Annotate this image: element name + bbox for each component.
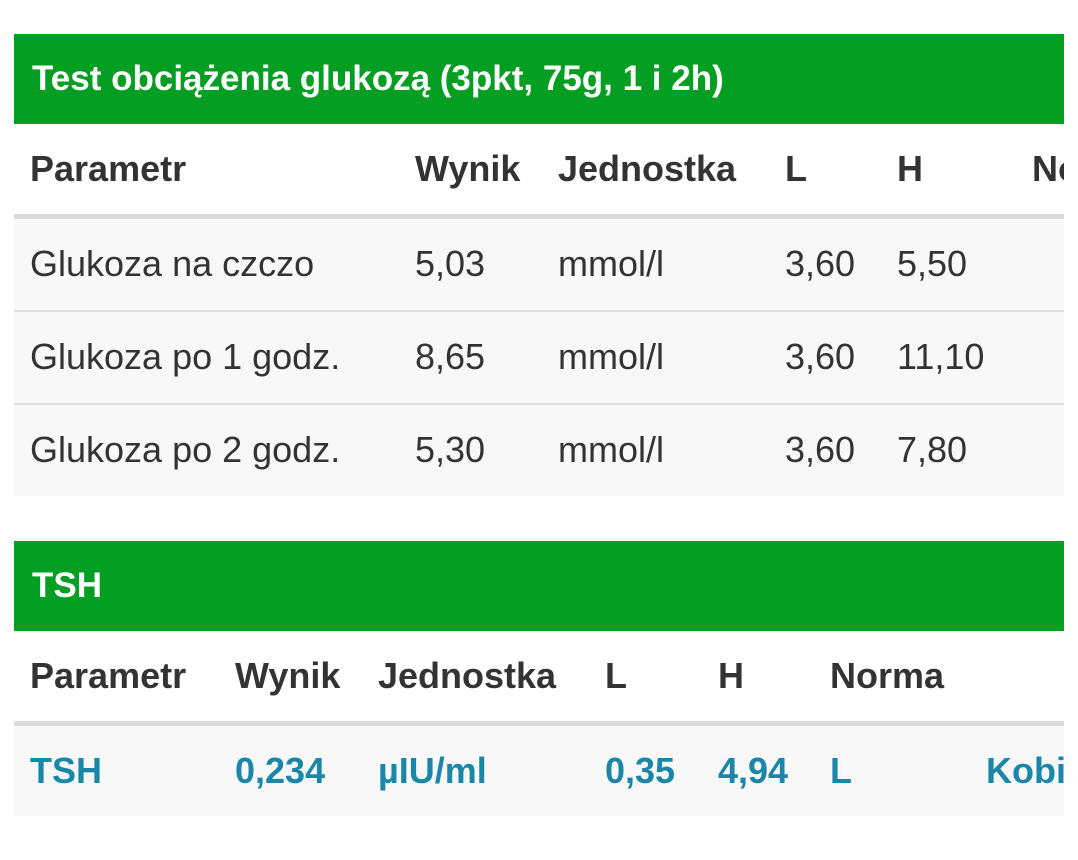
cell-wynik: 0,234 xyxy=(235,750,326,791)
table-header: Parametr Wynik Jednostka L H Norma xyxy=(14,631,1064,726)
header-norma: Norma xyxy=(1032,148,1064,189)
cell-wynik: 8,65 xyxy=(415,336,486,377)
cell-l: 3,60 xyxy=(785,429,856,470)
section-title: TSH xyxy=(14,541,1064,631)
header-h: H xyxy=(897,148,923,189)
cell-h: 7,80 xyxy=(897,429,968,470)
cell-jednostka: mmol/l xyxy=(558,429,664,470)
cell-jednostka: µIU/ml xyxy=(378,750,487,791)
table-header: Parametr Wynik Jednostka L H Norma xyxy=(14,124,1064,219)
header-parametr: Parametr xyxy=(30,655,187,696)
cell-wynik: 5,03 xyxy=(415,243,486,284)
header-jednostka: Jednostka xyxy=(378,655,557,696)
header-jednostka: Jednostka xyxy=(558,148,737,189)
tsh-section: TSH Parametr Wynik Jednostka L H Norma T… xyxy=(14,541,1064,816)
header-l: L xyxy=(785,148,807,189)
cell-h: 4,94 xyxy=(718,750,789,791)
cell-jednostka: mmol/l xyxy=(558,336,664,377)
cell-h: 11,10 xyxy=(897,336,985,377)
table-row: Glukoza po 1 godz. 8,65 mmol/l 3,60 11,1… xyxy=(14,312,1064,405)
table-row: Glukoza po 2 godz. 5,30 mmol/l 3,60 7,80 xyxy=(14,405,1064,496)
cell-parametr: TSH xyxy=(30,750,102,791)
cell-h: 5,50 xyxy=(897,243,968,284)
header-wynik: Wynik xyxy=(415,148,521,189)
glucose-test-section: Test obciążenia glukozą (3pkt, 75g, 1 i … xyxy=(14,34,1064,496)
cell-l: 0,35 xyxy=(605,750,676,791)
header-wynik: Wynik xyxy=(235,655,341,696)
cell-parametr: Glukoza po 1 godz. xyxy=(30,336,341,377)
cell-jednostka: mmol/l xyxy=(558,243,664,284)
table-row: Glukoza na czczo 5,03 mmol/l 3,60 5,50 xyxy=(14,219,1064,312)
cell-parametr: Glukoza na czczo xyxy=(30,243,315,284)
header-h: H xyxy=(718,655,744,696)
cell-flag: L xyxy=(830,750,852,791)
cell-l: 3,60 xyxy=(785,243,856,284)
section-title: Test obciążenia glukozą (3pkt, 75g, 1 i … xyxy=(14,34,1064,124)
header-l: L xyxy=(605,655,627,696)
header-parametr: Parametr xyxy=(30,148,187,189)
cell-norma: Kobi xyxy=(986,750,1064,791)
cell-l: 3,60 xyxy=(785,336,856,377)
header-norma: Norma xyxy=(830,655,945,696)
cell-parametr: Glukoza po 2 godz. xyxy=(30,429,341,470)
cell-wynik: 5,30 xyxy=(415,429,486,470)
table-row: TSH 0,234 µIU/ml 0,35 4,94 L Kobi xyxy=(14,726,1064,816)
